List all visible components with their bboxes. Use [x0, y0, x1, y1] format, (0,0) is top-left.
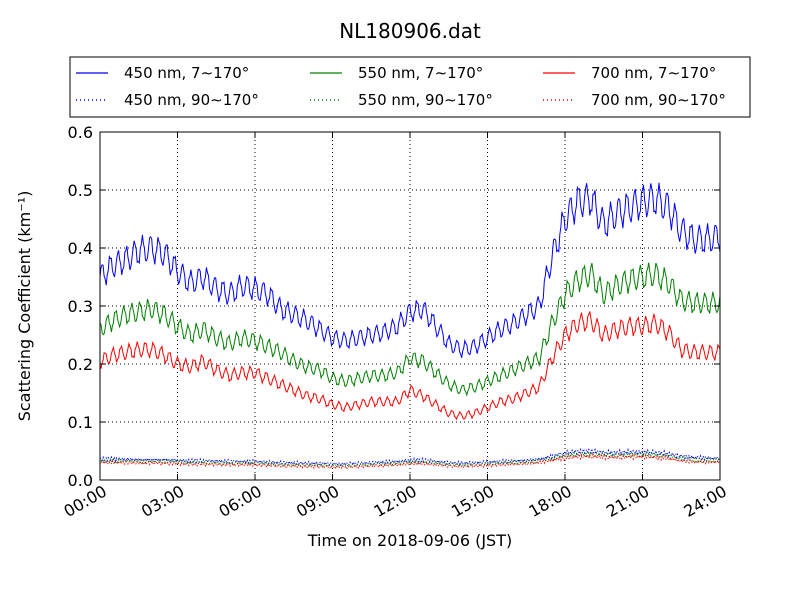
legend: 450 nm, 7∼170° 450 nm, 90∼170° 550 nm, 7∼1… — [69, 56, 751, 118]
y-tick-label: 0.0 — [68, 471, 93, 490]
legend-label: 550 nm, 7∼170° — [358, 64, 483, 82]
legend-label: 450 nm, 90∼170° — [124, 91, 259, 109]
grid — [100, 132, 720, 480]
y-tick-label: 0.6 — [68, 123, 93, 142]
y-tick-label: 0.5 — [68, 181, 93, 200]
x-axis-label: Time on 2018-09-06 (JST) — [307, 531, 512, 550]
legend-label: 450 nm, 7∼170° — [124, 64, 249, 82]
series-line — [99, 262, 721, 397]
legend-label: 550 nm, 90∼170° — [358, 91, 493, 109]
legend-label: 700 nm, 90∼170° — [591, 91, 726, 109]
series-lines — [99, 182, 721, 470]
legend-box — [69, 56, 751, 118]
y-tick-label: 0.2 — [68, 355, 93, 374]
series-line — [99, 311, 721, 421]
y-axis-label: Scattering Coefficient (km⁻¹) — [15, 191, 34, 422]
y-tick-label: 0.1 — [68, 413, 93, 432]
y-tick-label: 0.3 — [68, 297, 93, 316]
chart-title: NL180906.dat — [339, 19, 481, 43]
legend-label: 700 nm, 7∼170° — [591, 64, 716, 82]
series-line — [99, 182, 721, 358]
y-tick-label: 0.4 — [68, 239, 93, 258]
